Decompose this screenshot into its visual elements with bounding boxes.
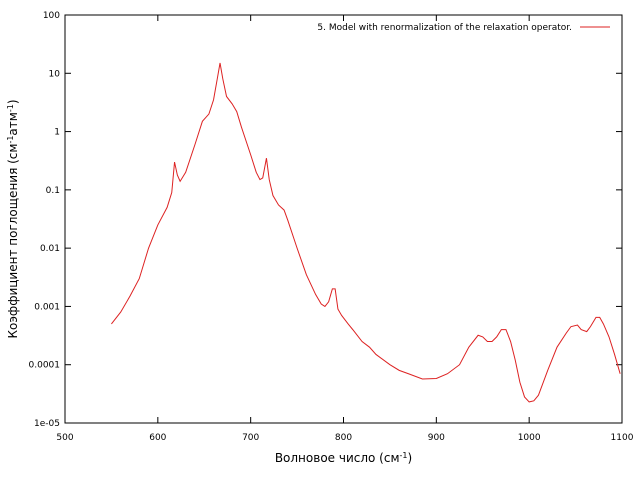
x-tick-label: 1100 bbox=[611, 433, 634, 443]
y-tick-label: 10 bbox=[49, 69, 61, 79]
y-tick-label: 0.001 bbox=[34, 302, 60, 312]
plot-frame bbox=[64, 14, 623, 424]
y-axis-label: Коэффициент поглощения (см-1атм-1) bbox=[6, 99, 21, 338]
legend-label: 5. Model with renormalization of the rel… bbox=[317, 23, 572, 33]
x-tick-label: 900 bbox=[428, 433, 445, 443]
y-tick-label: 1e-05 bbox=[34, 419, 60, 429]
y-axis-label-part: -1 bbox=[6, 136, 15, 144]
x-axis-label-part: ) bbox=[407, 451, 412, 465]
x-tick-label: 600 bbox=[149, 433, 166, 443]
y-axis-label-part: -1 bbox=[6, 104, 15, 112]
x-axis-label: Волновое число (см-1) bbox=[275, 451, 412, 466]
y-axis-label-part: атм bbox=[6, 112, 20, 135]
y-tick-label: 0.1 bbox=[46, 186, 60, 196]
y-tick-label: 0.01 bbox=[40, 244, 60, 254]
y-axis-label-part: ) bbox=[6, 99, 20, 104]
y-tick-label: 100 bbox=[43, 11, 60, 21]
data-line bbox=[111, 62, 621, 403]
y-axis-label-part: Коэффициент поглощения (см bbox=[6, 144, 20, 339]
x-tick-label: 1000 bbox=[518, 433, 541, 443]
x-axis-label-part: -1 bbox=[400, 451, 408, 460]
x-tick-label: 500 bbox=[56, 433, 73, 443]
x-tick-label: 700 bbox=[242, 433, 259, 443]
x-tick-label: 800 bbox=[335, 433, 352, 443]
y-tick-label: 1 bbox=[54, 128, 60, 138]
x-axis-label-part: Волновое число (см bbox=[275, 451, 400, 465]
y-tick-label: 0.0001 bbox=[29, 361, 61, 371]
